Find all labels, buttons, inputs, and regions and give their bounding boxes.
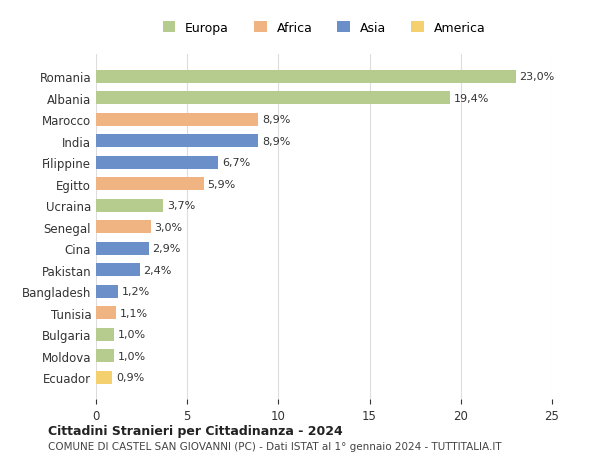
Text: COMUNE DI CASTEL SAN GIOVANNI (PC) - Dati ISTAT al 1° gennaio 2024 - TUTTITALIA.: COMUNE DI CASTEL SAN GIOVANNI (PC) - Dat… <box>48 441 502 451</box>
Bar <box>96 199 163 212</box>
Text: 1,1%: 1,1% <box>120 308 148 318</box>
Bar <box>96 263 140 276</box>
Bar <box>96 328 114 341</box>
Legend: Europa, Africa, Asia, America: Europa, Africa, Asia, America <box>158 17 490 39</box>
Bar <box>96 135 259 148</box>
Text: 5,9%: 5,9% <box>207 179 236 189</box>
Text: 1,2%: 1,2% <box>122 286 150 297</box>
Bar <box>96 285 118 298</box>
Text: 23,0%: 23,0% <box>519 72 554 82</box>
Text: 3,7%: 3,7% <box>167 201 196 211</box>
Bar <box>96 307 116 319</box>
Text: 2,4%: 2,4% <box>143 265 172 275</box>
Bar <box>96 71 515 84</box>
Text: 1,0%: 1,0% <box>118 330 146 339</box>
Bar <box>96 221 151 234</box>
Text: 2,9%: 2,9% <box>152 244 181 254</box>
Text: 6,7%: 6,7% <box>222 158 250 168</box>
Bar <box>96 242 149 255</box>
Bar <box>96 178 203 191</box>
Bar <box>96 113 259 127</box>
Text: 8,9%: 8,9% <box>262 136 290 146</box>
Bar <box>96 349 114 362</box>
Text: 8,9%: 8,9% <box>262 115 290 125</box>
Bar <box>96 157 218 169</box>
Bar <box>96 371 112 384</box>
Text: 0,9%: 0,9% <box>116 372 145 382</box>
Text: 1,0%: 1,0% <box>118 351 146 361</box>
Text: 3,0%: 3,0% <box>154 222 182 232</box>
Bar <box>96 92 450 105</box>
Text: Cittadini Stranieri per Cittadinanza - 2024: Cittadini Stranieri per Cittadinanza - 2… <box>48 424 343 437</box>
Text: 19,4%: 19,4% <box>454 94 489 104</box>
